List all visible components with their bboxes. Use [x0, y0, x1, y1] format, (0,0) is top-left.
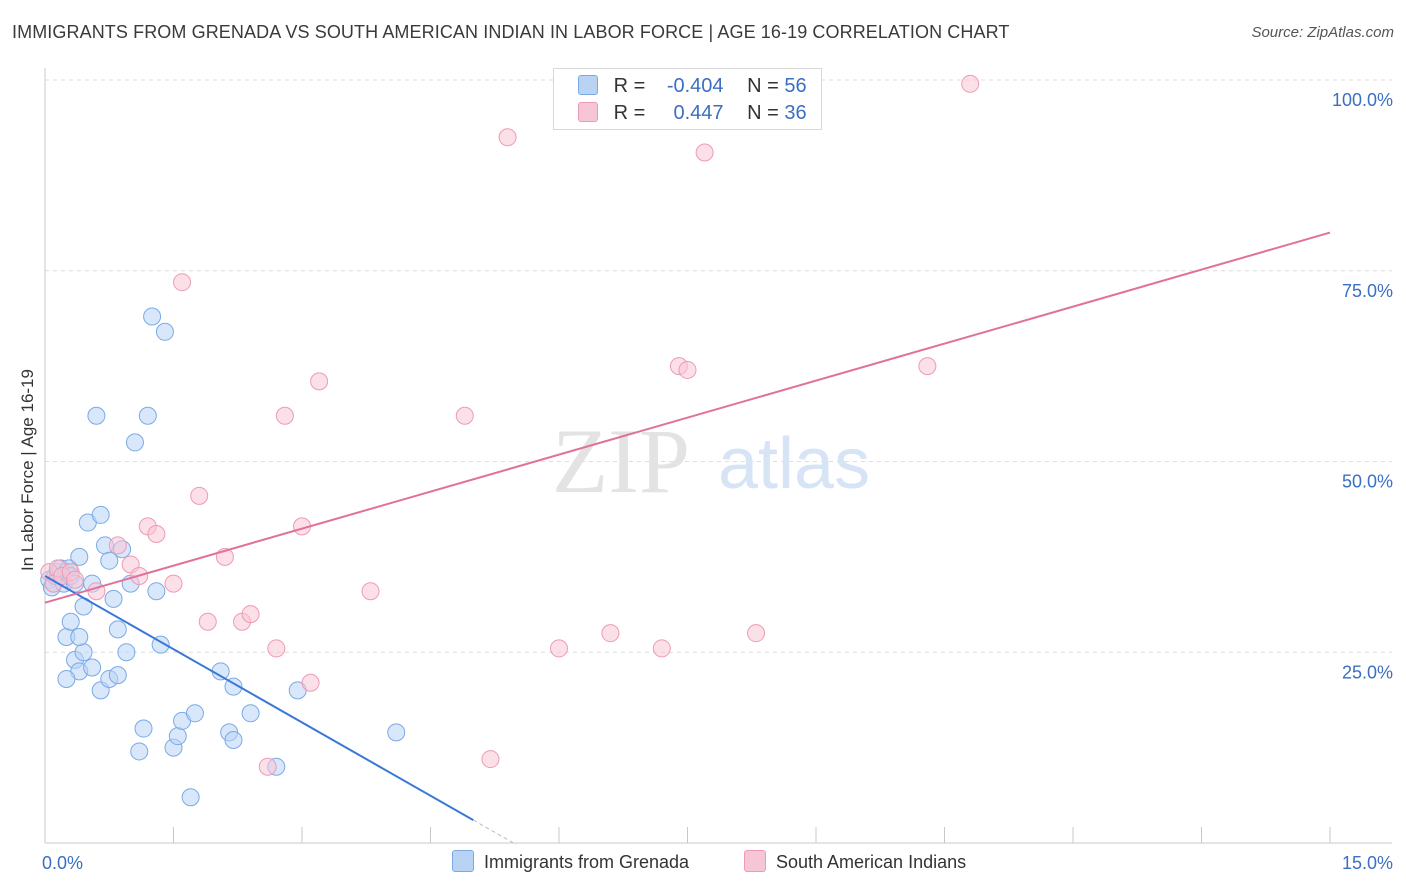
- pink-data-point: [241, 605, 260, 624]
- series-name-south-american: South American Indians: [776, 852, 967, 872]
- legend-r-value: -0.404: [666, 75, 724, 97]
- blue-swatch: [452, 850, 474, 873]
- blue-data-point: [61, 612, 80, 631]
- blue-data-point: [224, 730, 243, 749]
- pink-data-point: [275, 406, 294, 425]
- blue-data-point: [100, 551, 119, 570]
- blue-data-point: [211, 662, 230, 681]
- pink-data-point: [361, 582, 380, 601]
- pink-data-point: [258, 757, 277, 776]
- blue-data-point: [168, 727, 187, 746]
- blue-data-point: [147, 582, 166, 601]
- bottom-legend-grenada: Immigrants from Grenada: [452, 850, 690, 874]
- y-tick-label: 75.0%: [1342, 281, 1393, 301]
- pink-data-point: [190, 486, 209, 505]
- blue-data-point: [70, 547, 89, 566]
- pink-data-point: [498, 128, 517, 147]
- blue-data-point: [91, 505, 110, 524]
- x-tick-label-min: 0.0%: [42, 853, 83, 873]
- blue-data-point: [143, 307, 162, 326]
- blue-data-point: [181, 788, 200, 807]
- legend-row-pink: R = 0.447 N = 36: [578, 101, 807, 126]
- blue-data-point: [108, 666, 127, 685]
- series-name-grenada: Immigrants from Grenada: [484, 852, 690, 872]
- watermark-atlas: atlas: [718, 424, 870, 504]
- blue-data-point: [104, 589, 123, 608]
- legend-n-value: 36: [784, 102, 807, 124]
- legend-r-label: R =: [613, 75, 646, 97]
- blue-data-point: [74, 643, 93, 662]
- chart-source: Source: ZipAtlas.com: [1251, 24, 1394, 41]
- chart-title: IMMIGRANTS FROM GRENADA VS SOUTH AMERICA…: [12, 22, 1010, 42]
- pink-data-point: [918, 357, 937, 376]
- blue-data-point: [87, 406, 106, 425]
- pink-data-point: [550, 639, 568, 658]
- blue-swatch: [578, 74, 598, 95]
- legend-n-label: N =: [747, 75, 779, 97]
- blue-data-point: [224, 677, 243, 696]
- legend-n-label: N =: [747, 102, 779, 124]
- pink-swatch: [744, 850, 766, 873]
- blue-data-point: [57, 669, 76, 688]
- pink-data-point: [147, 524, 166, 543]
- blue-data-point: [155, 322, 174, 341]
- blue-data-point: [108, 620, 127, 639]
- pink-data-point: [310, 372, 329, 391]
- pink-data-point: [65, 570, 84, 589]
- pink-data-point: [961, 74, 980, 93]
- y-tick-label: 100.0%: [1332, 90, 1393, 110]
- blue-trend-extension: [473, 819, 517, 845]
- pink-data-point: [747, 624, 766, 643]
- pink-data-point: [601, 624, 620, 643]
- pink-data-point: [695, 143, 714, 162]
- legend-n-value: 56: [784, 75, 807, 97]
- pink-data-point: [198, 612, 217, 631]
- legend-row-blue: R = -0.404 N = 56: [578, 74, 807, 99]
- pink-data-point: [481, 750, 500, 769]
- y-tick-label: 25.0%: [1342, 662, 1393, 682]
- blue-data-point: [387, 723, 406, 742]
- bottom-legend-south-american: South American Indians: [744, 850, 967, 874]
- blue-data-point: [130, 742, 149, 761]
- blue-data-point: [83, 658, 102, 677]
- pink-trend-line: [44, 231, 1331, 604]
- blue-data-point: [241, 704, 260, 723]
- watermark-zip: ZIP: [552, 410, 690, 512]
- pink-data-point: [108, 536, 127, 555]
- x-tick-label-max: 15.0%: [1342, 853, 1393, 873]
- blue-data-point: [185, 704, 204, 723]
- blue-trend-line: [44, 575, 474, 821]
- legend-r-value: 0.447: [673, 102, 724, 124]
- pink-data-point: [301, 673, 320, 692]
- pink-data-point: [678, 360, 697, 379]
- blue-data-point: [134, 719, 153, 738]
- correlation-legend: R = -0.404 N = 56 R = 0.447 N = 36: [553, 68, 822, 130]
- blue-data-point: [125, 433, 144, 452]
- pink-data-point: [455, 406, 474, 425]
- pink-data-point: [164, 574, 183, 593]
- pink-data-point: [267, 639, 286, 658]
- blue-data-point: [138, 406, 157, 425]
- legend-r-label: R =: [613, 102, 646, 124]
- pink-swatch: [578, 101, 598, 122]
- pink-data-point: [652, 639, 671, 658]
- blue-data-point: [117, 643, 136, 662]
- blue-data-point: [70, 627, 89, 646]
- y-tick-label: 50.0%: [1342, 472, 1393, 492]
- pink-data-point: [173, 273, 192, 292]
